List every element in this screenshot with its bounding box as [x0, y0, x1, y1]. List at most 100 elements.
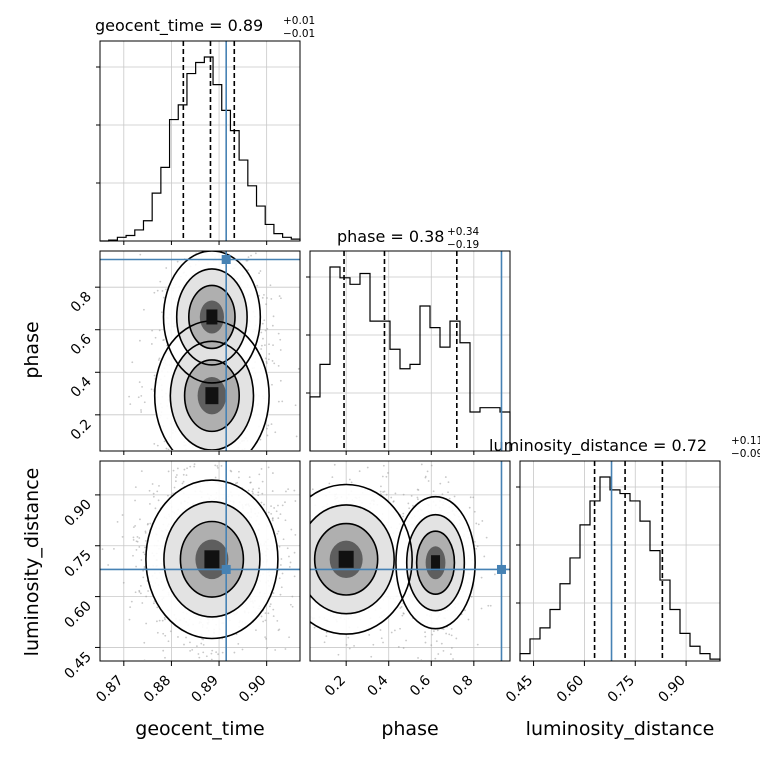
scatter-point — [393, 629, 396, 632]
contour-line — [162, 251, 262, 384]
scatter-point — [245, 458, 247, 460]
scatter-point — [303, 562, 305, 564]
truth-marker — [221, 255, 231, 265]
scatter-point — [236, 706, 238, 708]
scatter-point — [272, 315, 275, 318]
scatter-point — [305, 603, 307, 605]
scatter-point — [255, 629, 257, 631]
scatter-point — [277, 400, 280, 403]
scatter-point — [289, 538, 291, 540]
scatter-point — [165, 447, 168, 450]
scatter-point — [202, 248, 204, 250]
scatter-point — [202, 643, 205, 646]
scatter-point — [264, 344, 266, 347]
scatter-point — [442, 628, 445, 631]
scatter-point — [189, 649, 192, 652]
scatter-point — [250, 223, 252, 225]
grid-1-1 — [310, 251, 510, 451]
scatter-point — [476, 643, 479, 646]
scatter-point — [233, 651, 236, 654]
scatter-point — [197, 653, 200, 655]
scatter-point — [132, 539, 135, 541]
scatter-point — [266, 434, 269, 437]
scatter-point — [300, 575, 302, 577]
scatter-point — [210, 652, 213, 655]
scatter-point — [293, 575, 296, 578]
scatter-point — [241, 648, 244, 651]
xtick-label: 0.6 — [407, 672, 434, 699]
scatter-point — [152, 602, 155, 605]
scatter-point — [193, 469, 195, 471]
scatter-point — [286, 547, 289, 550]
contour-line — [183, 359, 241, 433]
scatter-point — [121, 514, 124, 516]
scatter-point — [279, 564, 282, 566]
scatter-point — [158, 619, 161, 622]
scatter-point — [189, 242, 191, 244]
scatter-point — [130, 600, 133, 603]
scatter-point — [261, 492, 264, 495]
scatter-point — [277, 517, 280, 520]
title-luminosity-distance-plus: +0.11 — [731, 435, 760, 447]
scatter-point — [270, 512, 273, 515]
panel-frame-2-0 — [99, 460, 301, 662]
scatter-point — [288, 555, 290, 558]
contour-line — [175, 268, 248, 366]
scatter-point — [475, 522, 478, 525]
scatter-point — [173, 486, 176, 489]
scatter-point — [204, 243, 206, 245]
scatter-point — [193, 463, 196, 466]
scatter-point — [272, 608, 275, 611]
scatter-point — [235, 482, 237, 485]
title-luminosity-distance-minus: −0.09 — [731, 448, 760, 460]
scatter-point — [237, 475, 239, 477]
scatter-point — [180, 456, 182, 458]
scatter-point — [270, 423, 273, 425]
scatter-point — [162, 339, 165, 342]
scatter-point — [240, 452, 242, 454]
scatter-point — [424, 631, 426, 634]
scatter-point — [305, 534, 307, 536]
scatter-point — [140, 411, 143, 413]
xtick-label: 0.4 — [364, 672, 391, 699]
scatter-point — [141, 602, 144, 604]
scatter-point — [475, 547, 477, 550]
scatter-point — [189, 641, 191, 644]
scatter-point — [380, 637, 383, 640]
scatter-point — [288, 566, 291, 568]
scatter-point — [381, 475, 384, 478]
scatter-point — [283, 531, 285, 533]
scatter-point — [383, 490, 386, 493]
scatter-point — [140, 394, 143, 397]
scatter-point — [215, 455, 217, 457]
title-phase-plus: +0.34 — [447, 226, 479, 238]
scatter-point — [245, 259, 248, 262]
contour-line — [188, 284, 236, 350]
scatter-point — [263, 466, 265, 468]
histogram-geocent_time — [100, 56, 301, 242]
scatter-point — [417, 498, 419, 501]
scatter-point — [224, 245, 226, 247]
ytick-label: 0.4 — [68, 374, 95, 401]
scatter-point — [439, 482, 442, 485]
scatter-point — [175, 476, 177, 479]
scatter-point — [238, 453, 240, 455]
contour-line — [145, 479, 279, 640]
scatter-point — [368, 633, 371, 636]
scatter-point — [198, 656, 201, 659]
scatter-point — [401, 614, 404, 617]
scatter-point — [264, 636, 267, 639]
scatter-point — [113, 547, 115, 550]
scatter-point — [248, 454, 250, 456]
scatter-point — [295, 472, 297, 474]
scatter-point — [264, 612, 267, 615]
scatter-point — [261, 480, 264, 483]
scatter-point — [366, 466, 369, 469]
scatter-point — [380, 485, 382, 488]
scatter-point — [192, 457, 194, 459]
xtick-label: 0.45 — [503, 673, 536, 706]
scatter-point — [148, 489, 151, 492]
scatter-point — [258, 473, 261, 476]
scatter-point — [161, 290, 164, 292]
scatter-point — [308, 578, 310, 580]
